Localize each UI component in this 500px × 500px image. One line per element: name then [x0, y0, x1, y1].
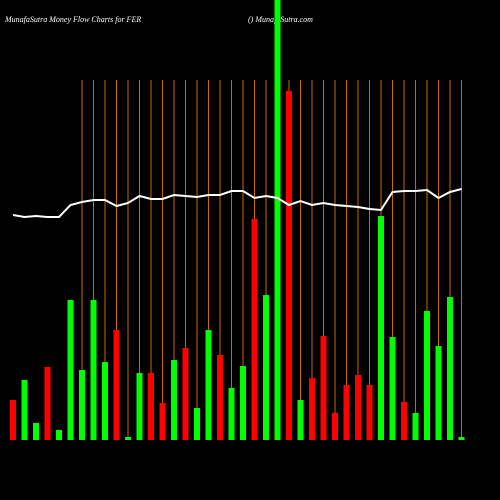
bar [33, 423, 39, 440]
bar [401, 402, 407, 440]
bar [90, 300, 97, 440]
bar [205, 330, 212, 440]
bar [182, 348, 189, 440]
bar [297, 400, 304, 440]
bar [458, 437, 465, 440]
bar [263, 295, 269, 440]
bar [378, 216, 384, 440]
bar [355, 375, 361, 440]
chart-title: MunafaSutra Money Flow Charts for FER [4, 15, 141, 24]
bars [10, 0, 465, 440]
bar [228, 388, 235, 440]
bar [447, 297, 453, 440]
bar [309, 378, 315, 440]
bar [113, 330, 120, 440]
bar [286, 91, 292, 440]
bar [274, 0, 281, 440]
bar [10, 400, 16, 440]
bar [102, 362, 108, 440]
bar [412, 413, 419, 440]
bar [435, 346, 442, 440]
bar [366, 385, 373, 440]
chart-subtitle: () MunafaSutra.com [248, 15, 313, 24]
bar [56, 430, 62, 440]
bar [67, 300, 74, 440]
bar [21, 380, 28, 440]
bar [424, 311, 430, 440]
bar [332, 413, 338, 440]
bar [194, 408, 200, 440]
bar [217, 355, 223, 440]
bar [136, 373, 143, 440]
bar [389, 337, 396, 440]
bar [159, 403, 166, 440]
bar [171, 360, 177, 440]
bar [125, 437, 131, 440]
bar [79, 370, 85, 440]
bar [320, 336, 327, 440]
money-flow-line [12, 188, 462, 219]
bar [44, 367, 51, 440]
bar [343, 385, 350, 440]
bar [240, 366, 246, 440]
category-lines [81, 80, 462, 440]
bar [251, 219, 258, 440]
bar [148, 373, 154, 440]
